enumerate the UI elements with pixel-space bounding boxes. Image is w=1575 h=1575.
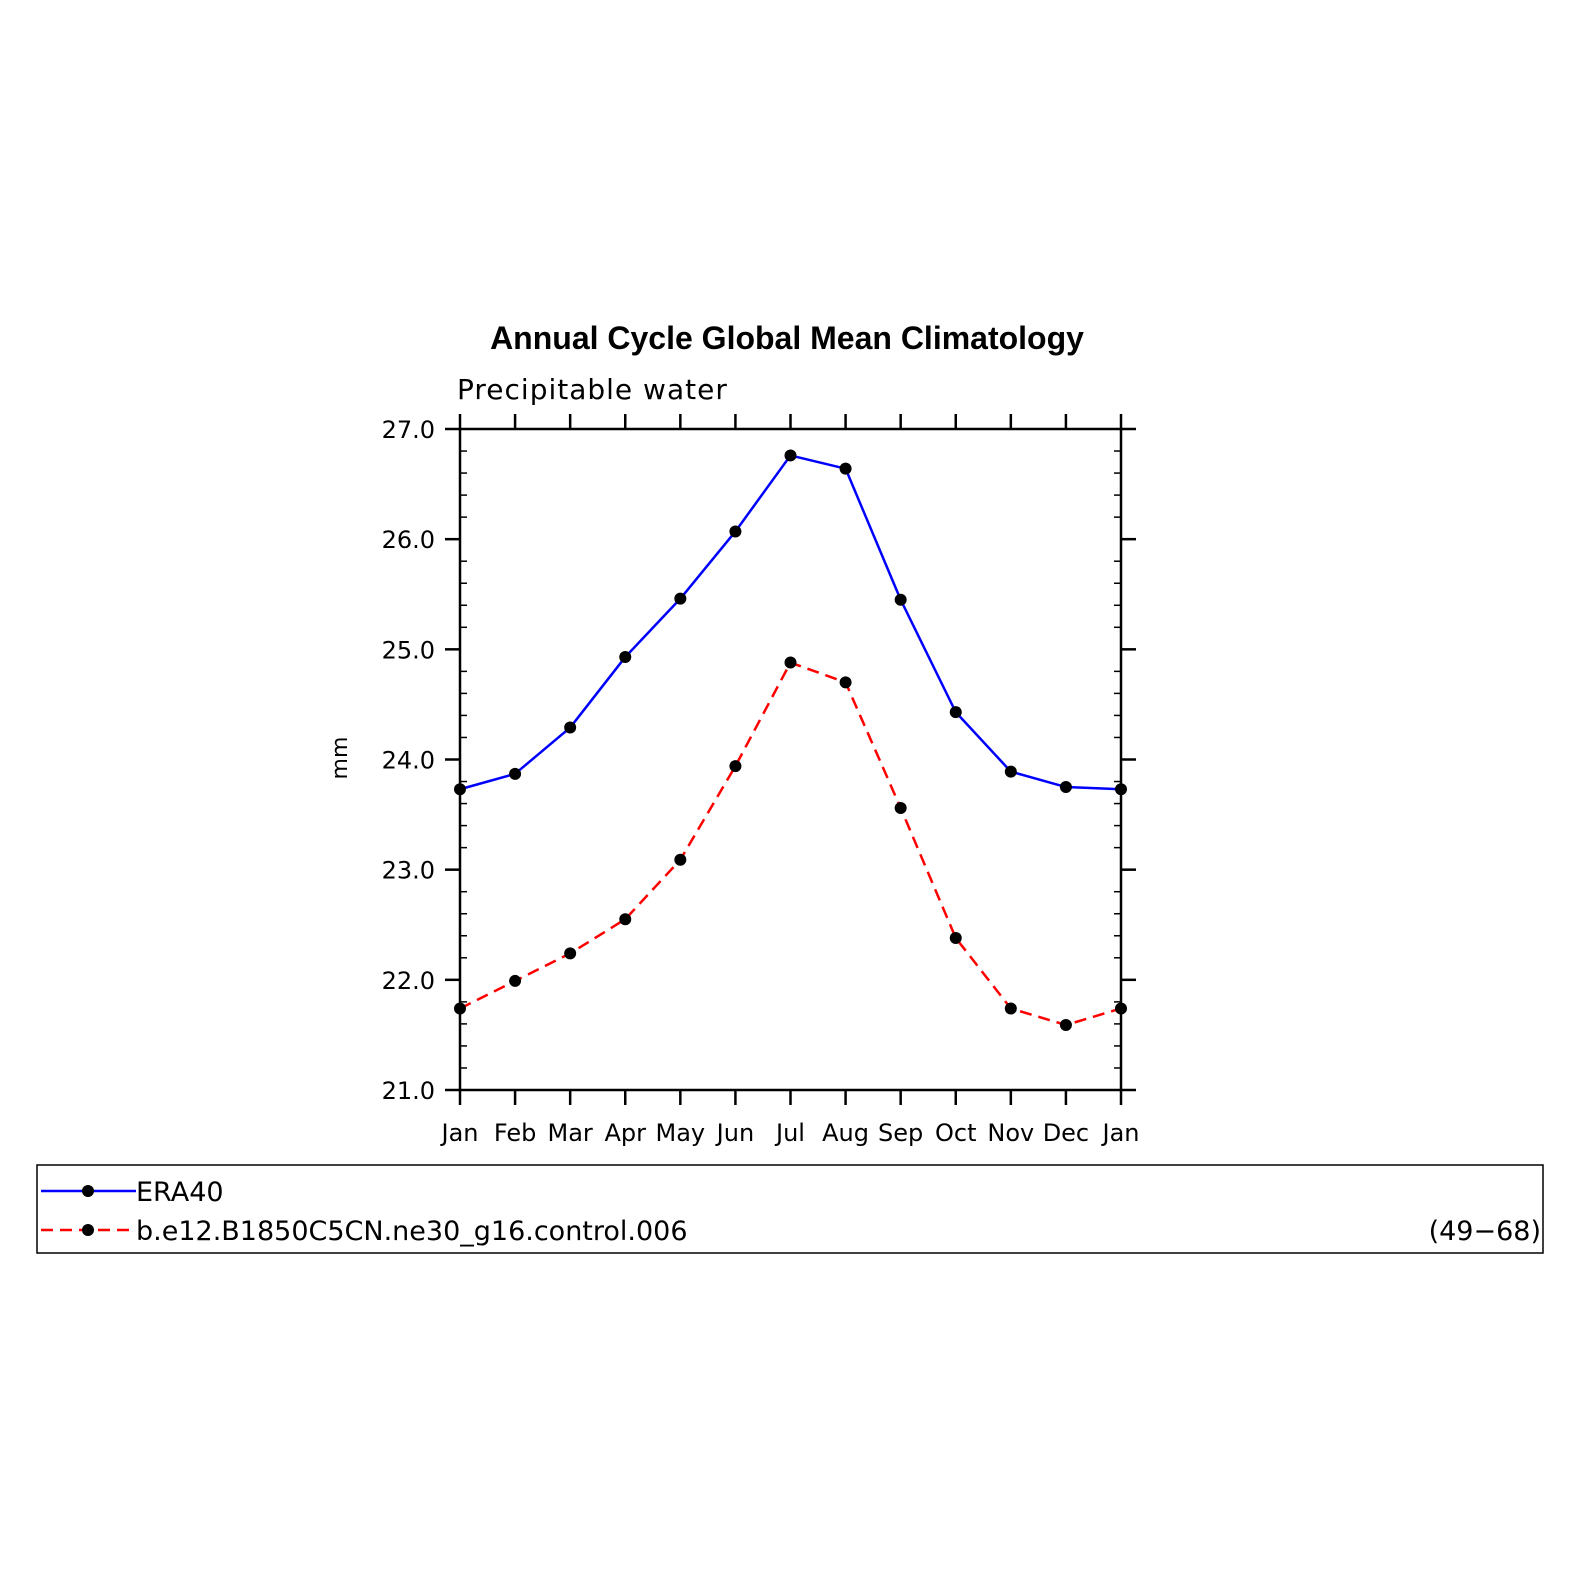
series-1-point (894, 801, 907, 814)
x-tick-label: Jul (774, 1119, 805, 1147)
legend-marker-model (82, 1224, 94, 1236)
series-0-point (509, 767, 522, 780)
x-tick-label: Jan (1101, 1119, 1140, 1147)
y-tick-label: 23.0 (382, 857, 435, 885)
series-1-point (509, 974, 522, 987)
series-0-point (454, 783, 466, 796)
axes: Jan Feb Mar Apr May Jun Jul Aug Sep Oct Nov Dec Jan2… (382, 414, 1140, 1147)
series-0-point (1059, 781, 1072, 794)
series-1-point (1115, 1002, 1127, 1015)
x-tick-label: May (656, 1119, 706, 1147)
series-0-point (564, 721, 577, 734)
series-layer (454, 449, 1127, 1032)
x-tick-label: Feb (494, 1119, 537, 1147)
legend-marker-era40 (82, 1185, 94, 1197)
legend-box (36, 1164, 1544, 1254)
plot-frame (458, 427, 1123, 1092)
series-0-point (894, 593, 907, 606)
y-tick-label: 24.0 (382, 747, 435, 775)
y-tick-label: 21.0 (382, 1077, 435, 1105)
legend-note: (49−68) (1429, 1216, 1541, 1247)
y-tick-label: 25.0 (382, 636, 435, 664)
series-0-point (1004, 765, 1017, 778)
series-1-point (784, 656, 797, 669)
y-tick-label: 27.0 (382, 416, 435, 444)
series-0-point (1115, 783, 1127, 796)
series-1-point (729, 760, 742, 773)
chart-subtitle: Precipitable water (457, 373, 728, 406)
x-tick-label: Apr (604, 1119, 646, 1147)
series-0-point (729, 525, 742, 538)
x-tick-label: Mar (548, 1119, 593, 1147)
legend: ERA40 b.e12.B1850C5CN.ne30_g16.control.0… (36, 1164, 1544, 1254)
x-tick-label: Dec (1043, 1119, 1089, 1147)
series-1-point (564, 947, 577, 960)
series-line-1 (459, 661, 1122, 1027)
x-tick-label: Jan (440, 1119, 479, 1147)
series-1-point (619, 913, 632, 926)
series-1-point (674, 853, 687, 866)
series-1-point (949, 931, 962, 944)
x-tick-label: Oct (935, 1119, 977, 1147)
x-tick-label: Sep (878, 1119, 923, 1147)
series-0-point (674, 592, 687, 605)
x-tick-label: Jun (715, 1119, 755, 1147)
y-tick-label: 26.0 (382, 526, 435, 554)
series-1-point (1004, 1002, 1017, 1015)
series-0-point (784, 449, 797, 462)
series-1-point (454, 1002, 466, 1015)
series-0-point (619, 651, 632, 664)
legend-label-model: b.e12.B1850C5CN.ne30_g16.control.006 (136, 1216, 688, 1247)
y-tick-label: 22.0 (382, 967, 435, 995)
legend-label-era40: ERA40 (136, 1177, 224, 1208)
series-0-point (839, 462, 852, 475)
y-axis-label: mm (328, 737, 353, 780)
x-tick-label: Nov (987, 1119, 1034, 1147)
x-tick-label: Aug (822, 1119, 869, 1147)
series-1-point (839, 676, 852, 689)
series-line-0 (459, 454, 1122, 791)
chart-title: Annual Cycle Global Mean Climatology (490, 320, 1084, 356)
series-1-point (1059, 1019, 1072, 1032)
series-0-point (949, 706, 962, 719)
